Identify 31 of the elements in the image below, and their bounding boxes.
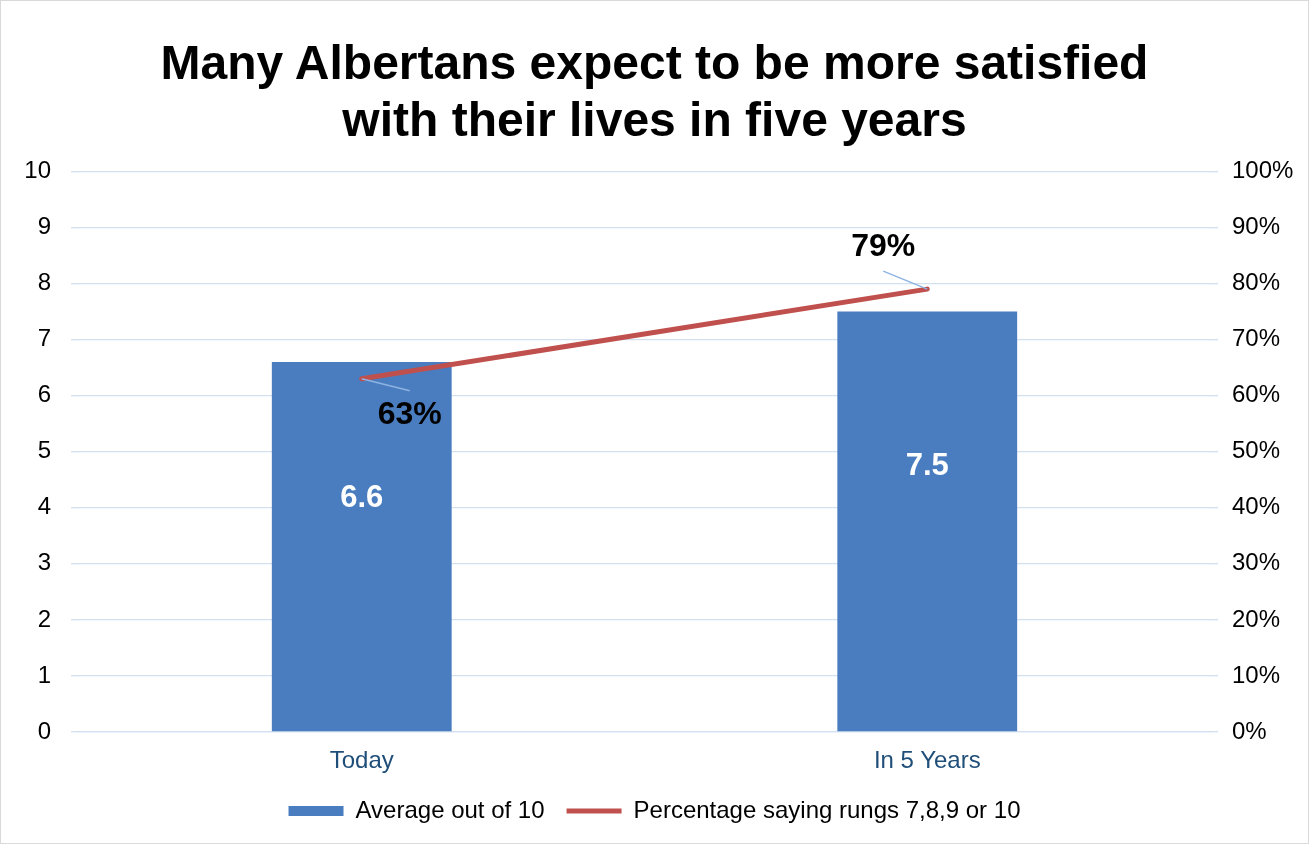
y2-tick-label: 0% <box>1232 716 1267 744</box>
y2-tick-label: 60% <box>1232 380 1281 408</box>
y2-tick-label: 50% <box>1232 436 1281 464</box>
y-tick-label: 4 <box>37 492 51 520</box>
data-label: 79% <box>851 226 916 263</box>
y2-tick-label: 90% <box>1232 212 1281 240</box>
y2-tick-label: 40% <box>1232 492 1281 520</box>
y-tick-label: 5 <box>37 436 51 464</box>
y-tick-label: 2 <box>37 604 51 632</box>
y2-tick-label: 20% <box>1232 604 1281 632</box>
x-tick-label: In 5 Years <box>873 746 981 774</box>
y-tick-label: 9 <box>37 212 51 240</box>
y-tick-label: 10 <box>24 156 51 184</box>
y-tick-label: 1 <box>37 660 51 688</box>
y2-tick-label: 10% <box>1232 660 1281 688</box>
y-tick-label: 6 <box>37 380 51 408</box>
y2-tick-label: 80% <box>1232 268 1281 296</box>
y-tick-label: 3 <box>37 548 51 576</box>
y-tick-label: 8 <box>37 268 51 296</box>
y-tick-label: 0 <box>37 716 51 744</box>
data-label: 7.5 <box>905 447 949 483</box>
y-tick-label: 7 <box>37 324 51 352</box>
data-label: 63% <box>377 394 442 431</box>
y2-tick-label: 70% <box>1232 324 1281 352</box>
y2-tick-label: 100% <box>1232 156 1294 184</box>
legend-label: Average out of 10 <box>355 795 545 823</box>
legend-label: Percentage saying rungs 7,8,9 or 10 <box>633 795 1021 823</box>
x-tick-label: Today <box>329 746 394 774</box>
chart-title: Many Albertans expect to be more satisfied with their lives in five years <box>159 35 1150 148</box>
data-label: 6.6 <box>340 479 384 515</box>
y2-tick-label: 30% <box>1232 548 1281 576</box>
